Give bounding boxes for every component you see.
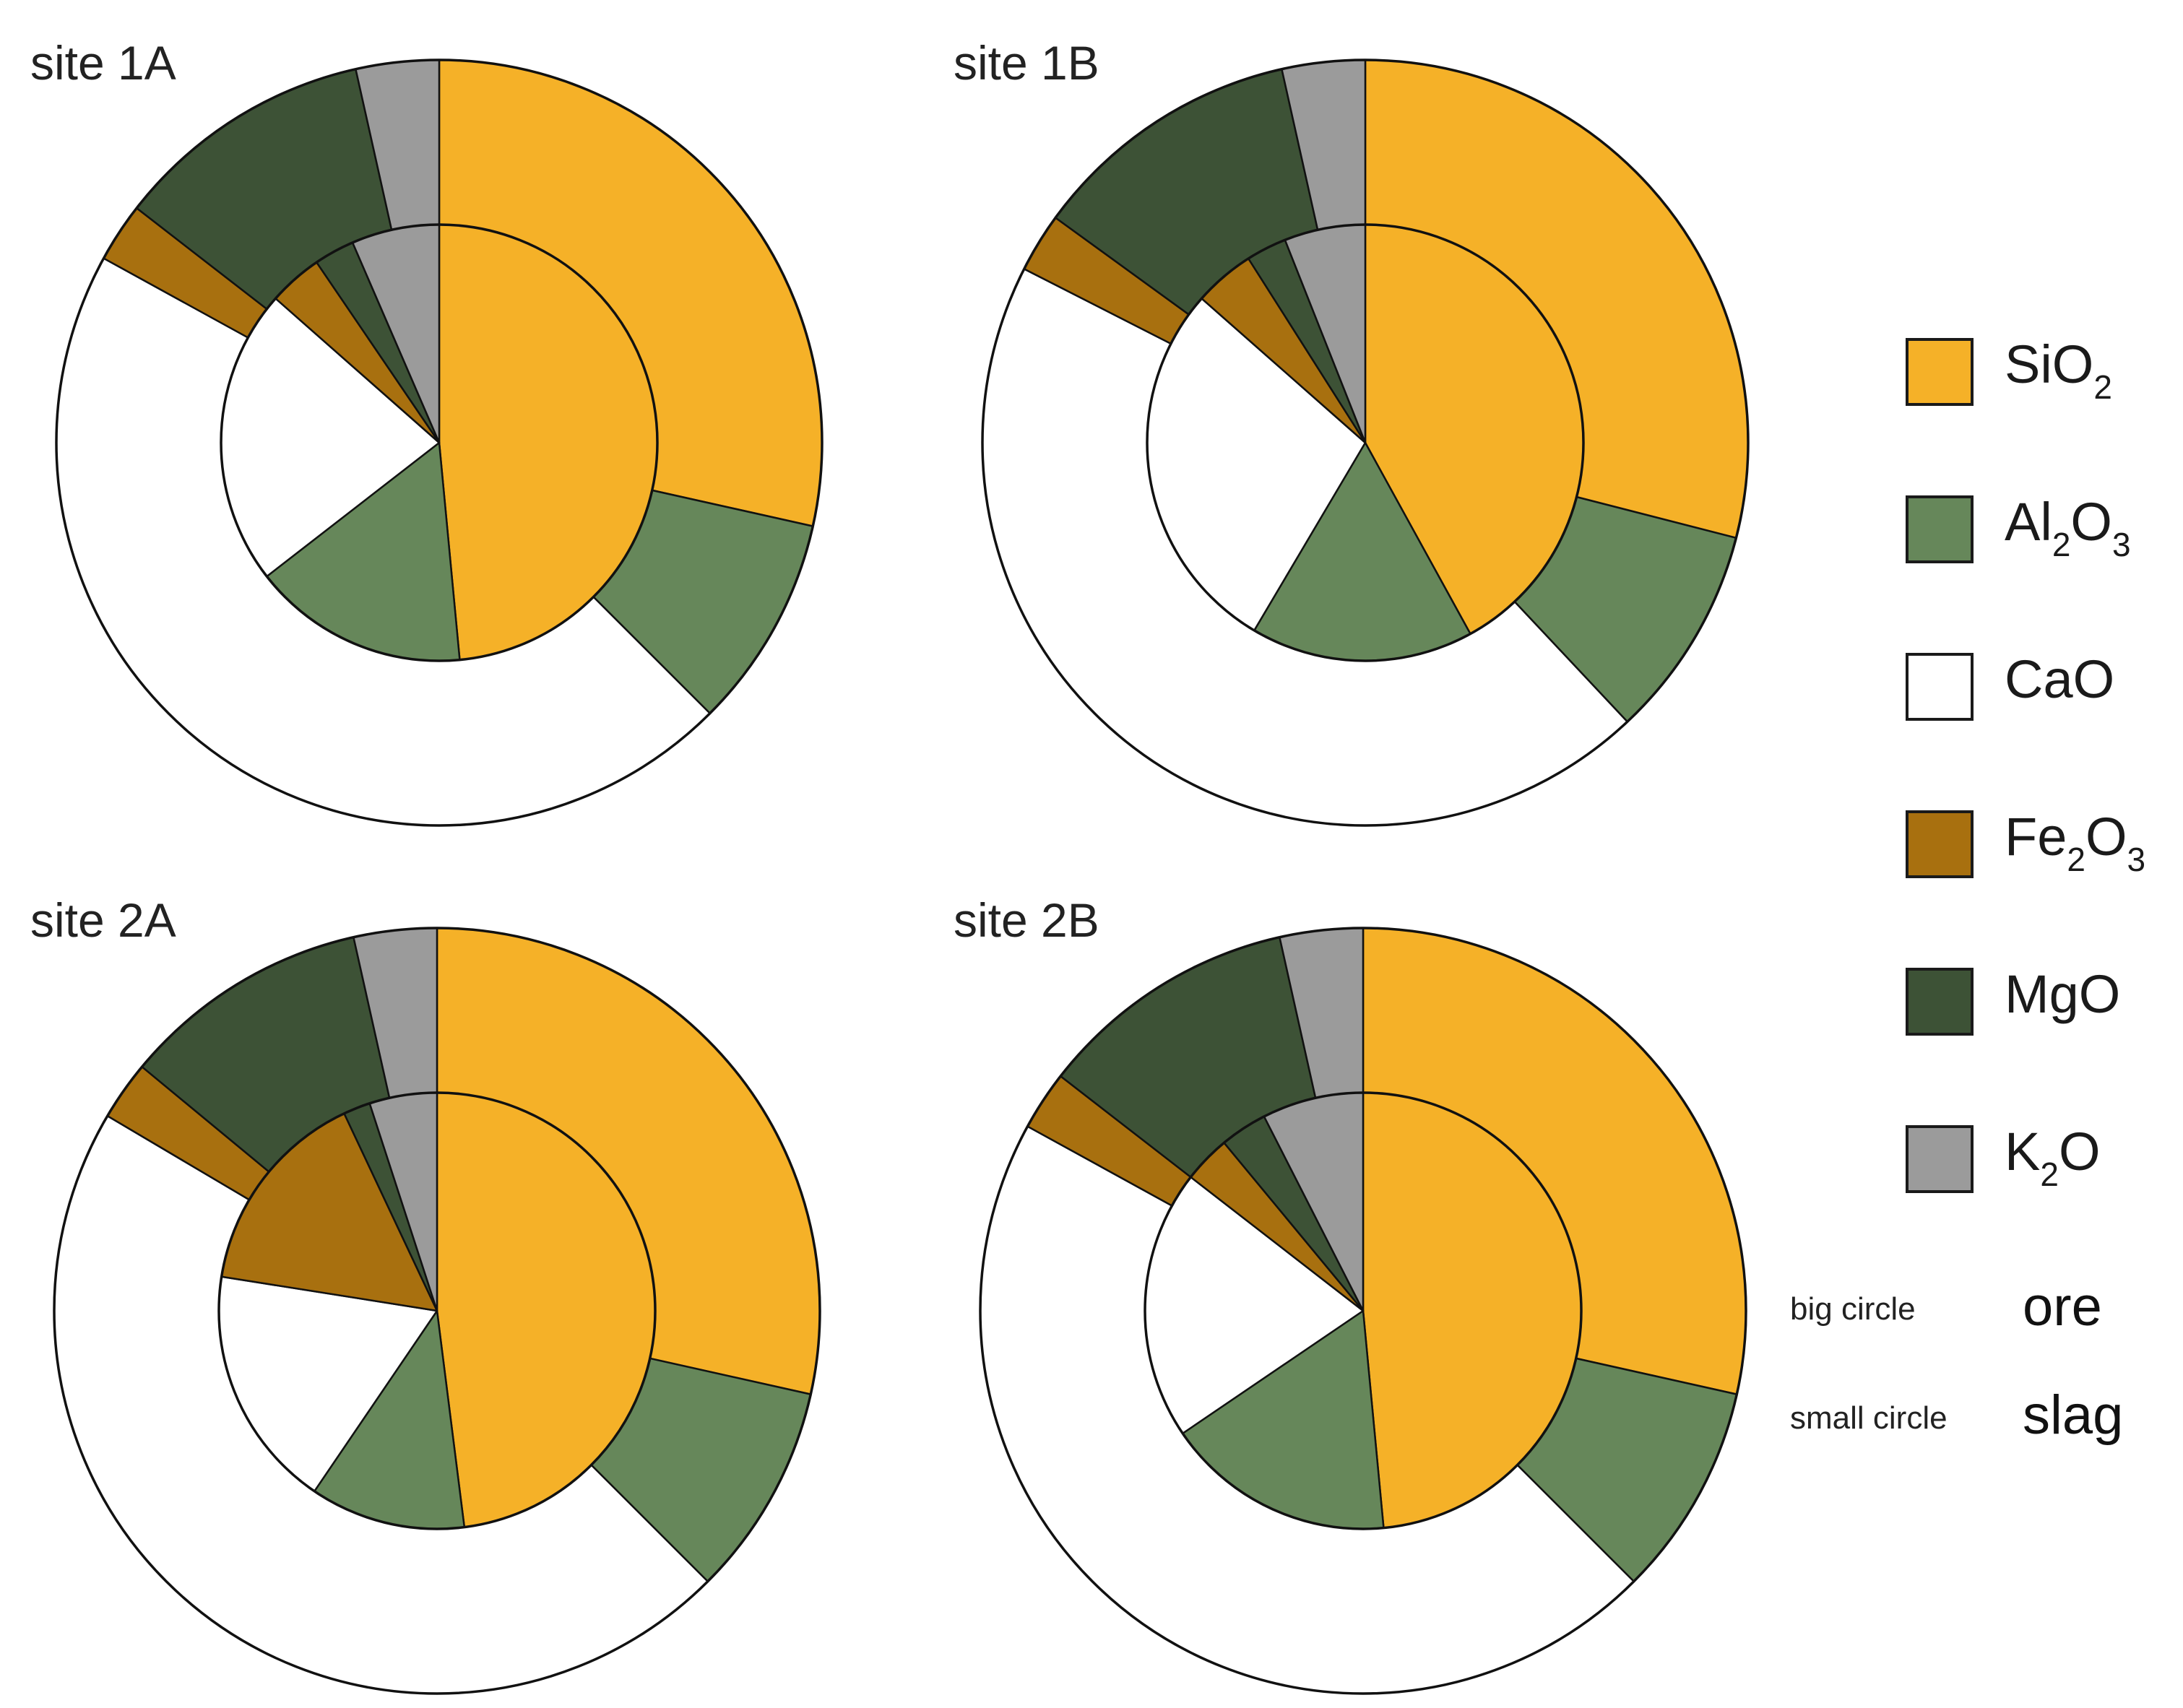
site-2a-donut: site 2A xyxy=(30,893,821,1695)
legend-swatch-k2o xyxy=(1906,1125,1974,1193)
site-2b-donut: site 2B xyxy=(954,893,1747,1695)
site-2b-ore-outline xyxy=(979,927,1747,1695)
note-small-circle-label: small circle xyxy=(1790,1400,1948,1436)
site-2a-ore-outline xyxy=(53,927,821,1695)
chart-panels: site 1A site 1B site 2A site 2B xyxy=(30,36,1750,1695)
site-1a-donut: site 1A xyxy=(30,36,824,827)
note-big-circle-label: big circle xyxy=(1790,1291,1916,1327)
site-2a-slag-outline xyxy=(217,1091,657,1530)
legend-swatch-sio2 xyxy=(1906,338,1974,406)
legend-label-al2o3: Al2O3 xyxy=(2005,492,2131,563)
legend-swatch-fe2o3 xyxy=(1906,810,1974,878)
legend-label-mgo: MgO xyxy=(2005,964,2120,1024)
legend-swatch-cao xyxy=(1906,653,1974,721)
site-1a-title: site 1A xyxy=(30,36,176,90)
site-2a-title: site 2A xyxy=(30,893,176,947)
site-1b-donut: site 1B xyxy=(954,36,1750,827)
note-slag-label: slag xyxy=(2023,1384,2123,1446)
legend: SiO2 Al2O3 CaO Fe2O3 MgO K2O xyxy=(1906,334,2145,1193)
site-1b-ore-outline xyxy=(981,58,1750,827)
legend-label-fe2o3: Fe2O3 xyxy=(2005,807,2145,878)
site-1b-title: site 1B xyxy=(954,36,1099,90)
site-1b-slag-outline xyxy=(1146,223,1585,662)
legend-label-sio2: SiO2 xyxy=(2005,334,2112,406)
circle-notes: big circle ore small circle slag xyxy=(1790,1276,2123,1446)
legend-swatch-al2o3 xyxy=(1906,495,1974,563)
site-2b-title: site 2B xyxy=(954,893,1099,947)
legend-label-cao: CaO xyxy=(2005,649,2114,709)
legend-swatch-mgo xyxy=(1906,968,1974,1036)
site-2b-slag-outline xyxy=(1144,1091,1583,1530)
site-1a-ore-outline xyxy=(55,58,824,827)
note-ore-label: ore xyxy=(2023,1276,2102,1338)
site-1a-slag-outline xyxy=(220,223,659,662)
legend-label-k2o: K2O xyxy=(2005,1122,2101,1193)
